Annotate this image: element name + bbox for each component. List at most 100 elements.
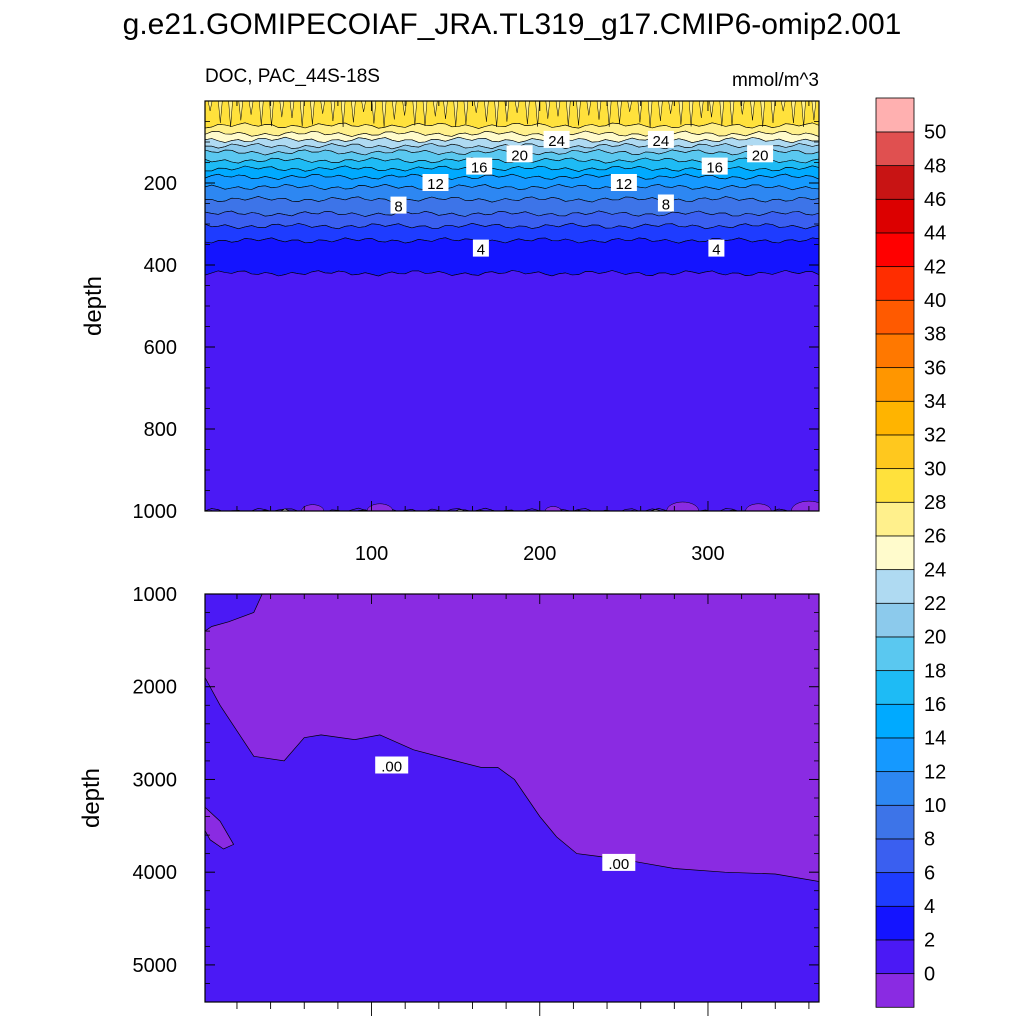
lower-panel: .00 .00 1000 2000 3000 4000 5000 depth [78, 584, 820, 1016]
surface-spike [678, 101, 684, 125]
surface-spike [791, 101, 796, 124]
figure-title: g.e21.GOMIPECOIAF_JRA.TL319_g17.CMIP6-om… [123, 8, 902, 41]
surface-spike [453, 101, 458, 127]
svg-text:24: 24 [653, 133, 670, 150]
colorbar-swatch [875, 972, 915, 1008]
colorbar-label: 4 [924, 896, 935, 918]
colorbar-swatch [875, 737, 915, 773]
y-tick: 1000 [133, 501, 819, 523]
x-tick-label: 200 [523, 543, 556, 565]
y-tick-label: 200 [144, 173, 177, 195]
colorbar-label: 20 [924, 627, 946, 649]
surface-spike [586, 101, 592, 116]
y-tick-label: 800 [144, 419, 177, 441]
surface-spike [228, 101, 233, 127]
surface-spike [545, 101, 551, 119]
surface-spike [299, 101, 305, 127]
svg-text:20: 20 [511, 147, 528, 164]
shallow-patch [205, 594, 263, 632]
colorbar-swatch [875, 838, 915, 874]
surface-spike [709, 101, 714, 118]
surface-spike [443, 101, 448, 119]
surface-spike [647, 101, 653, 128]
colorbar-label: 18 [924, 660, 946, 682]
surface-spike [637, 101, 643, 123]
colorbar-label: 24 [924, 559, 946, 581]
surface-spike [433, 101, 438, 117]
surface-spike [361, 101, 366, 112]
colorbar-label: 48 [924, 155, 946, 177]
y-tick-label: 400 [144, 255, 177, 277]
upper-axes: 200 400 600 800 1000 100 200 300 [133, 101, 819, 565]
y-tick: 600 [144, 337, 819, 359]
lower-ylabel: depth [78, 768, 105, 828]
svg-text:12: 12 [427, 176, 444, 193]
contour-label: 8 [657, 194, 674, 214]
colorbar-swatch [875, 770, 915, 806]
colorbar-swatch [875, 636, 915, 672]
surface-spike [699, 101, 704, 118]
y-tick: 200 [144, 173, 819, 195]
surface-spike [412, 101, 418, 126]
surface-spike [248, 101, 254, 115]
colorbar-label: 14 [924, 728, 946, 750]
y-tick: 400 [144, 255, 819, 277]
colorbar-label: 12 [924, 761, 946, 783]
upper-panel: DOC, PAC_44S-18S mmol/m^3 24 24 20 20 16 16 12… [80, 66, 820, 565]
colorbar-label: 32 [924, 425, 946, 447]
contour-label: .00 [602, 853, 636, 873]
surface-spike [729, 101, 735, 126]
colorbar-label: 0 [924, 963, 935, 985]
colorbar-label: 22 [924, 593, 946, 615]
surface-spike [279, 101, 285, 118]
surface-spike [218, 101, 223, 123]
surface-spike [760, 101, 765, 127]
contour-band [205, 270, 819, 511]
surface-spike [617, 101, 622, 124]
colorbar-swatch [875, 804, 915, 840]
units-label: mmol/m^3 [732, 70, 819, 91]
colorbar-label: 16 [924, 694, 946, 716]
surface-spike [811, 101, 817, 121]
svg-text:.00: .00 [381, 759, 402, 776]
contour-label: .00 [375, 756, 409, 776]
surface-spike [351, 101, 356, 123]
surface-spike [259, 101, 264, 126]
x-tick-label: 300 [691, 543, 724, 565]
surface-spike [801, 101, 806, 127]
svg-text:24: 24 [548, 133, 565, 150]
surface-spike [514, 101, 520, 113]
surface-spike [473, 101, 479, 113]
deep-blob [791, 500, 819, 511]
y-tick: 2000 [133, 677, 819, 699]
surface-spike [381, 101, 387, 127]
svg-text:12: 12 [616, 176, 633, 193]
surface-spike [422, 101, 428, 126]
y-tick-label: 3000 [133, 769, 178, 791]
surface-spike [770, 101, 776, 123]
y-tick: 4000 [133, 862, 819, 884]
svg-text:.00: .00 [608, 856, 629, 873]
colorbar-swatch [875, 568, 915, 604]
surface-spike [330, 101, 336, 122]
y-tick: 800 [144, 419, 819, 441]
surface-spike [719, 101, 725, 127]
colorbar-label: 10 [924, 795, 946, 817]
colorbar-label: 50 [924, 122, 946, 144]
svg-text:4: 4 [477, 242, 485, 259]
svg-text:16: 16 [706, 160, 723, 177]
surface-spike [668, 101, 673, 114]
contour-label: 12 [422, 174, 449, 193]
contour-label: 20 [747, 145, 774, 164]
contour-label: 4 [472, 239, 489, 259]
y-tick-label: 4000 [133, 862, 178, 884]
colorbar-label: 8 [924, 829, 935, 851]
colorbar-label: 6 [924, 862, 935, 884]
colorbar-label: 44 [924, 223, 946, 245]
colorbar-swatch [875, 905, 915, 941]
colorbar-swatch [875, 602, 915, 638]
colorbar-swatch [875, 232, 915, 268]
colorbar-swatch [875, 265, 915, 301]
surface-spike [566, 101, 571, 126]
